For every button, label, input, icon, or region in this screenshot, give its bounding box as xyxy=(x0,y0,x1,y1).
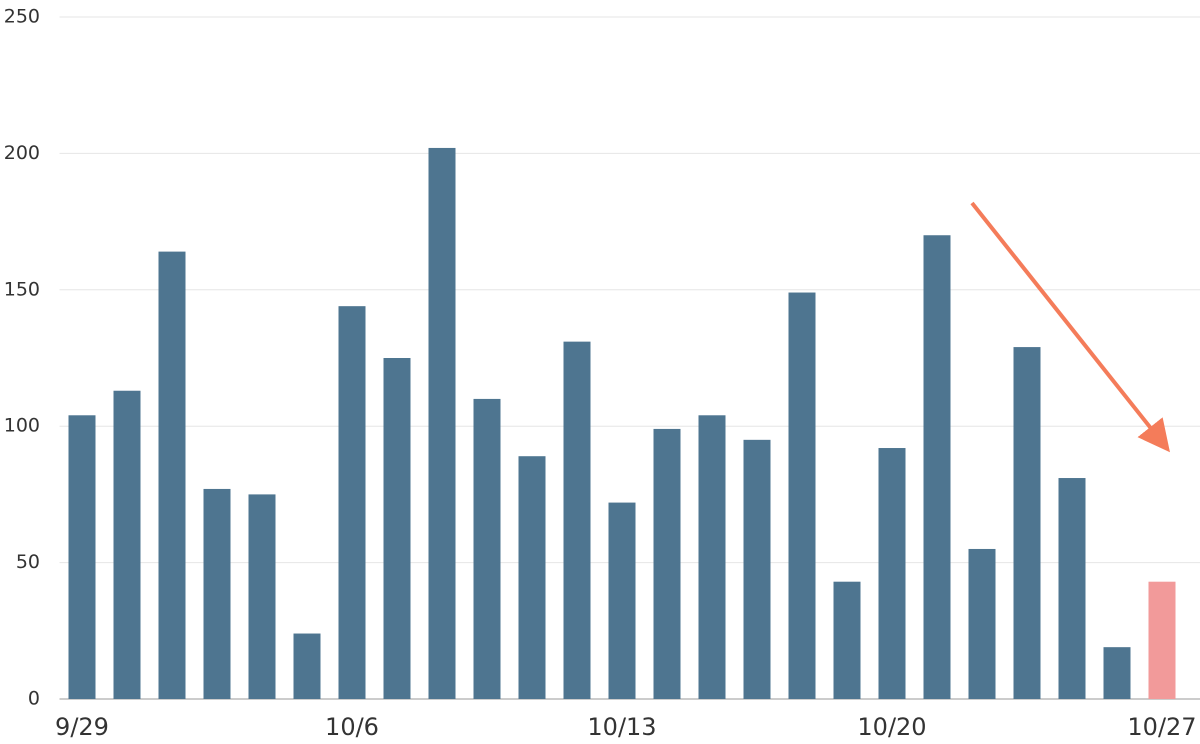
bar xyxy=(653,428,681,699)
y-tick-label: 0 xyxy=(28,688,40,710)
bar xyxy=(968,548,996,699)
bar xyxy=(248,494,276,699)
bar xyxy=(113,390,141,699)
x-tick-label: 10/13 xyxy=(587,713,656,741)
y-tick-label: 150 xyxy=(4,278,40,300)
bar xyxy=(833,581,861,699)
trend-arrow xyxy=(970,201,1170,453)
bar xyxy=(518,456,546,699)
bar xyxy=(158,251,186,699)
bar xyxy=(68,415,96,699)
x-tick-label: 10/6 xyxy=(325,713,379,741)
y-tick-label: 100 xyxy=(4,415,40,437)
bar xyxy=(473,398,501,699)
bar xyxy=(428,147,456,700)
bar xyxy=(1103,647,1131,699)
bar xyxy=(878,448,906,699)
bar xyxy=(1013,347,1041,699)
y-tick-label: 250 xyxy=(4,6,40,28)
bar xyxy=(563,341,591,699)
x-tick-label: 10/20 xyxy=(857,713,926,741)
plot-area: 0 50 100 150 200 250 9/29 10/6 10/13 10/20 10/27 xyxy=(4,6,1200,741)
x-tick-label: 10/27 xyxy=(1127,713,1196,741)
bar xyxy=(923,235,951,700)
bar xyxy=(293,633,321,699)
bar xyxy=(608,502,636,699)
bar xyxy=(203,488,231,699)
x-tick-label: 9/29 xyxy=(55,713,109,741)
bar xyxy=(383,358,411,699)
y-tick-label: 50 xyxy=(16,551,40,573)
bar xyxy=(788,292,816,699)
bar xyxy=(1148,581,1176,699)
bar xyxy=(338,306,366,699)
bar xyxy=(743,439,771,699)
y-tick-label: 200 xyxy=(4,142,40,164)
bar xyxy=(1058,478,1086,699)
bar xyxy=(698,415,726,699)
